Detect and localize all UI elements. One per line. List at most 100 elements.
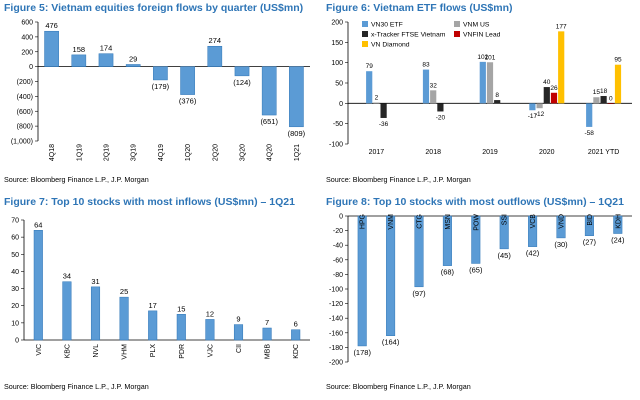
fig8-data-label-VCB: (42) — [526, 249, 540, 258]
fig6-legend-swatch-2 — [362, 31, 368, 37]
fig8-bar-POW — [471, 215, 481, 264]
fig6-data-label-2017-0: 79 — [366, 63, 374, 70]
fig8-bar-VCB — [528, 215, 538, 247]
fig6-y-tick-label: 150 — [331, 40, 343, 47]
fig5-y-tick-label: (200) — [17, 79, 33, 86]
fig8-bar-SSI — [499, 215, 509, 250]
fig6-bar-2021 YTD-4 — [614, 64, 622, 104]
fig6-bar-2020-3 — [550, 92, 558, 104]
fig7-y-tick-label: 60 — [11, 235, 19, 242]
fig8-bar-KDH — [613, 215, 623, 234]
fig6-legend-label-1: VNM US — [463, 22, 490, 29]
fig5-y-tick-label: 0 — [29, 64, 33, 71]
fig5-y-tick-label: (600) — [17, 109, 33, 116]
fig5-x-label-3Q20: 3Q20 — [240, 144, 247, 161]
fig7-data-label-PLX: 17 — [149, 301, 157, 310]
figure-8-chart: 0 -20 -40 -60 -80 -100 -120 -140 -160 -180 -200 (17… — [329, 214, 632, 367]
fig5-x-label-4Q19: 4Q19 — [158, 144, 165, 161]
fig7-x-label-PDR: PDR — [179, 344, 186, 359]
fig7-data-label-VIC: 64 — [34, 220, 42, 229]
fig6-bar-2021 YTD-0 — [586, 103, 593, 127]
fig5-bar-1Q20 — [180, 66, 195, 95]
fig6-bar-2020-0 — [529, 103, 536, 111]
figure-8-title: Figure 8: Top 10 stocks with most outflo… — [326, 196, 624, 208]
fig6-y-tick-label: 0 — [339, 101, 343, 108]
figure-7-source: Source: Bloomberg Finance L.P., J.P. Mor… — [4, 382, 149, 391]
fig7-bar-CII — [233, 324, 244, 341]
fig8-y-tick-label: -160 — [329, 330, 343, 337]
fig6-data-label-2021 YTD-0: -58 — [584, 130, 594, 137]
fig6-data-label-2017-1: 2 — [375, 95, 379, 102]
fig7-data-label-CII: 9 — [236, 315, 240, 324]
fig6-legend-label-4: VN Diamond — [371, 42, 410, 49]
fig7-bar-VHM — [119, 296, 129, 341]
fig8-y-tick-label: -180 — [329, 345, 343, 352]
fig5-data-label-2Q20: 274 — [209, 36, 222, 45]
fig6-bar-2021 YTD-2 — [600, 96, 607, 104]
fig6-legend-swatch-0 — [362, 21, 368, 27]
fig6-bar-2021 YTD-1 — [593, 97, 600, 104]
fig6-bar-2018-2 — [437, 103, 444, 112]
fig7-x-label-PLX: PLX — [150, 344, 157, 358]
fig8-data-label-SSI: (45) — [498, 251, 512, 260]
fig7-data-label-MBB: 7 — [265, 318, 269, 327]
fig5-data-label-4Q20: (651) — [260, 117, 278, 126]
fig6-data-label-2020-3: 26 — [550, 85, 558, 92]
fig7-bar-VIC — [33, 230, 43, 341]
fig6-y-tick-label: 200 — [331, 20, 343, 27]
fig8-y-tick-label: -100 — [329, 287, 343, 294]
fig7-y-tick-label: 0 — [15, 338, 19, 345]
fig8-y-tick-label: -200 — [329, 360, 343, 367]
fig5-bar-1Q21 — [289, 66, 304, 128]
fig7-bar-KBC — [62, 281, 72, 341]
fig7-y-tick-label: 30 — [11, 286, 19, 293]
figure-5-title: Figure 5: Vietnam equities foreign flows… — [4, 2, 304, 14]
figure-6-panel: Figure 6: Vietnam ETF flows (US$mn) 200 1… — [326, 2, 638, 192]
fig7-data-label-KBC: 34 — [63, 272, 71, 281]
fig5-y-tick-label: (1,000) — [11, 139, 33, 146]
fig8-data-label-VND: (30) — [554, 240, 568, 249]
fig6-data-label-2018-1: 32 — [430, 82, 438, 89]
fig6-data-label-2020-4: 177 — [556, 23, 567, 30]
fig5-x-label-1Q21: 1Q21 — [294, 144, 301, 161]
fig6-bar-2018-1 — [430, 90, 437, 104]
fig8-x-label-MSN: MSN — [445, 214, 452, 230]
fig8-data-label-MSN: (68) — [441, 268, 455, 277]
fig8-y-tick-label: 0 — [339, 214, 343, 221]
fig7-data-label-PDR: 15 — [177, 304, 185, 313]
fig6-legend-label-0: VN30 ETF — [371, 22, 403, 29]
fig7-bar-KDC — [291, 329, 301, 341]
figure-5-source: Source: Bloomberg Finance L.P., J.P. Mor… — [4, 175, 149, 184]
fig8-bar-MSN — [442, 215, 452, 266]
figure-6-title: Figure 6: Vietnam ETF flows (US$mn) — [326, 2, 513, 14]
fig6-x-label-2017: 2017 — [369, 149, 385, 156]
figure-5-panel: Figure 5: Vietnam equities foreign flows… — [4, 2, 316, 192]
fig6-data-label-2021 YTD-4: 95 — [614, 57, 622, 64]
fig8-y-tick-label: -80 — [333, 272, 343, 279]
fig5-x-label-3Q19: 3Q19 — [131, 144, 138, 161]
fig7-x-label-VJC: VJC — [207, 344, 214, 357]
fig5-bar-4Q19 — [153, 66, 168, 81]
fig7-data-label-VJC: 12 — [206, 309, 214, 318]
fig5-bar-3Q20 — [234, 66, 250, 77]
fig6-data-label-2017-2: -36 — [379, 121, 389, 128]
fig6-y-tick-label: 100 — [331, 60, 343, 67]
fig5-data-label-4Q18: 476 — [45, 21, 58, 30]
fig6-legend-swatch-3 — [454, 31, 460, 37]
figure-7-chart: 70 60 50 40 30 20 10 0 64 VIC 34 KBC 31 NVL 25 VHM 17 PLX… — [11, 218, 310, 360]
fig6-bar-2018-0 — [422, 69, 430, 104]
fig5-data-label-3Q20: (124) — [233, 78, 251, 87]
fig5-bar-1Q19 — [71, 54, 87, 67]
fig6-x-label-2019: 2019 — [482, 149, 498, 156]
fig8-x-label-BID: BID — [587, 214, 594, 226]
fig8-x-label-VND: VND — [559, 214, 566, 229]
fig6-legend-label-2: x-Tracker FTSE Vietnam — [371, 32, 446, 39]
fig8-y-tick-label: -20 — [333, 228, 343, 235]
fig5-data-label-3Q19: 29 — [129, 54, 137, 63]
fig6-x-label-2020: 2020 — [539, 149, 555, 156]
fig5-x-label-2Q20: 2Q20 — [212, 144, 219, 161]
fig5-data-label-4Q19: (179) — [152, 82, 170, 91]
fig6-bar-2021 YTD-3 — [607, 103, 614, 104]
fig5-bar-2Q20 — [207, 45, 223, 67]
fig7-data-label-KDC: 6 — [294, 320, 298, 329]
